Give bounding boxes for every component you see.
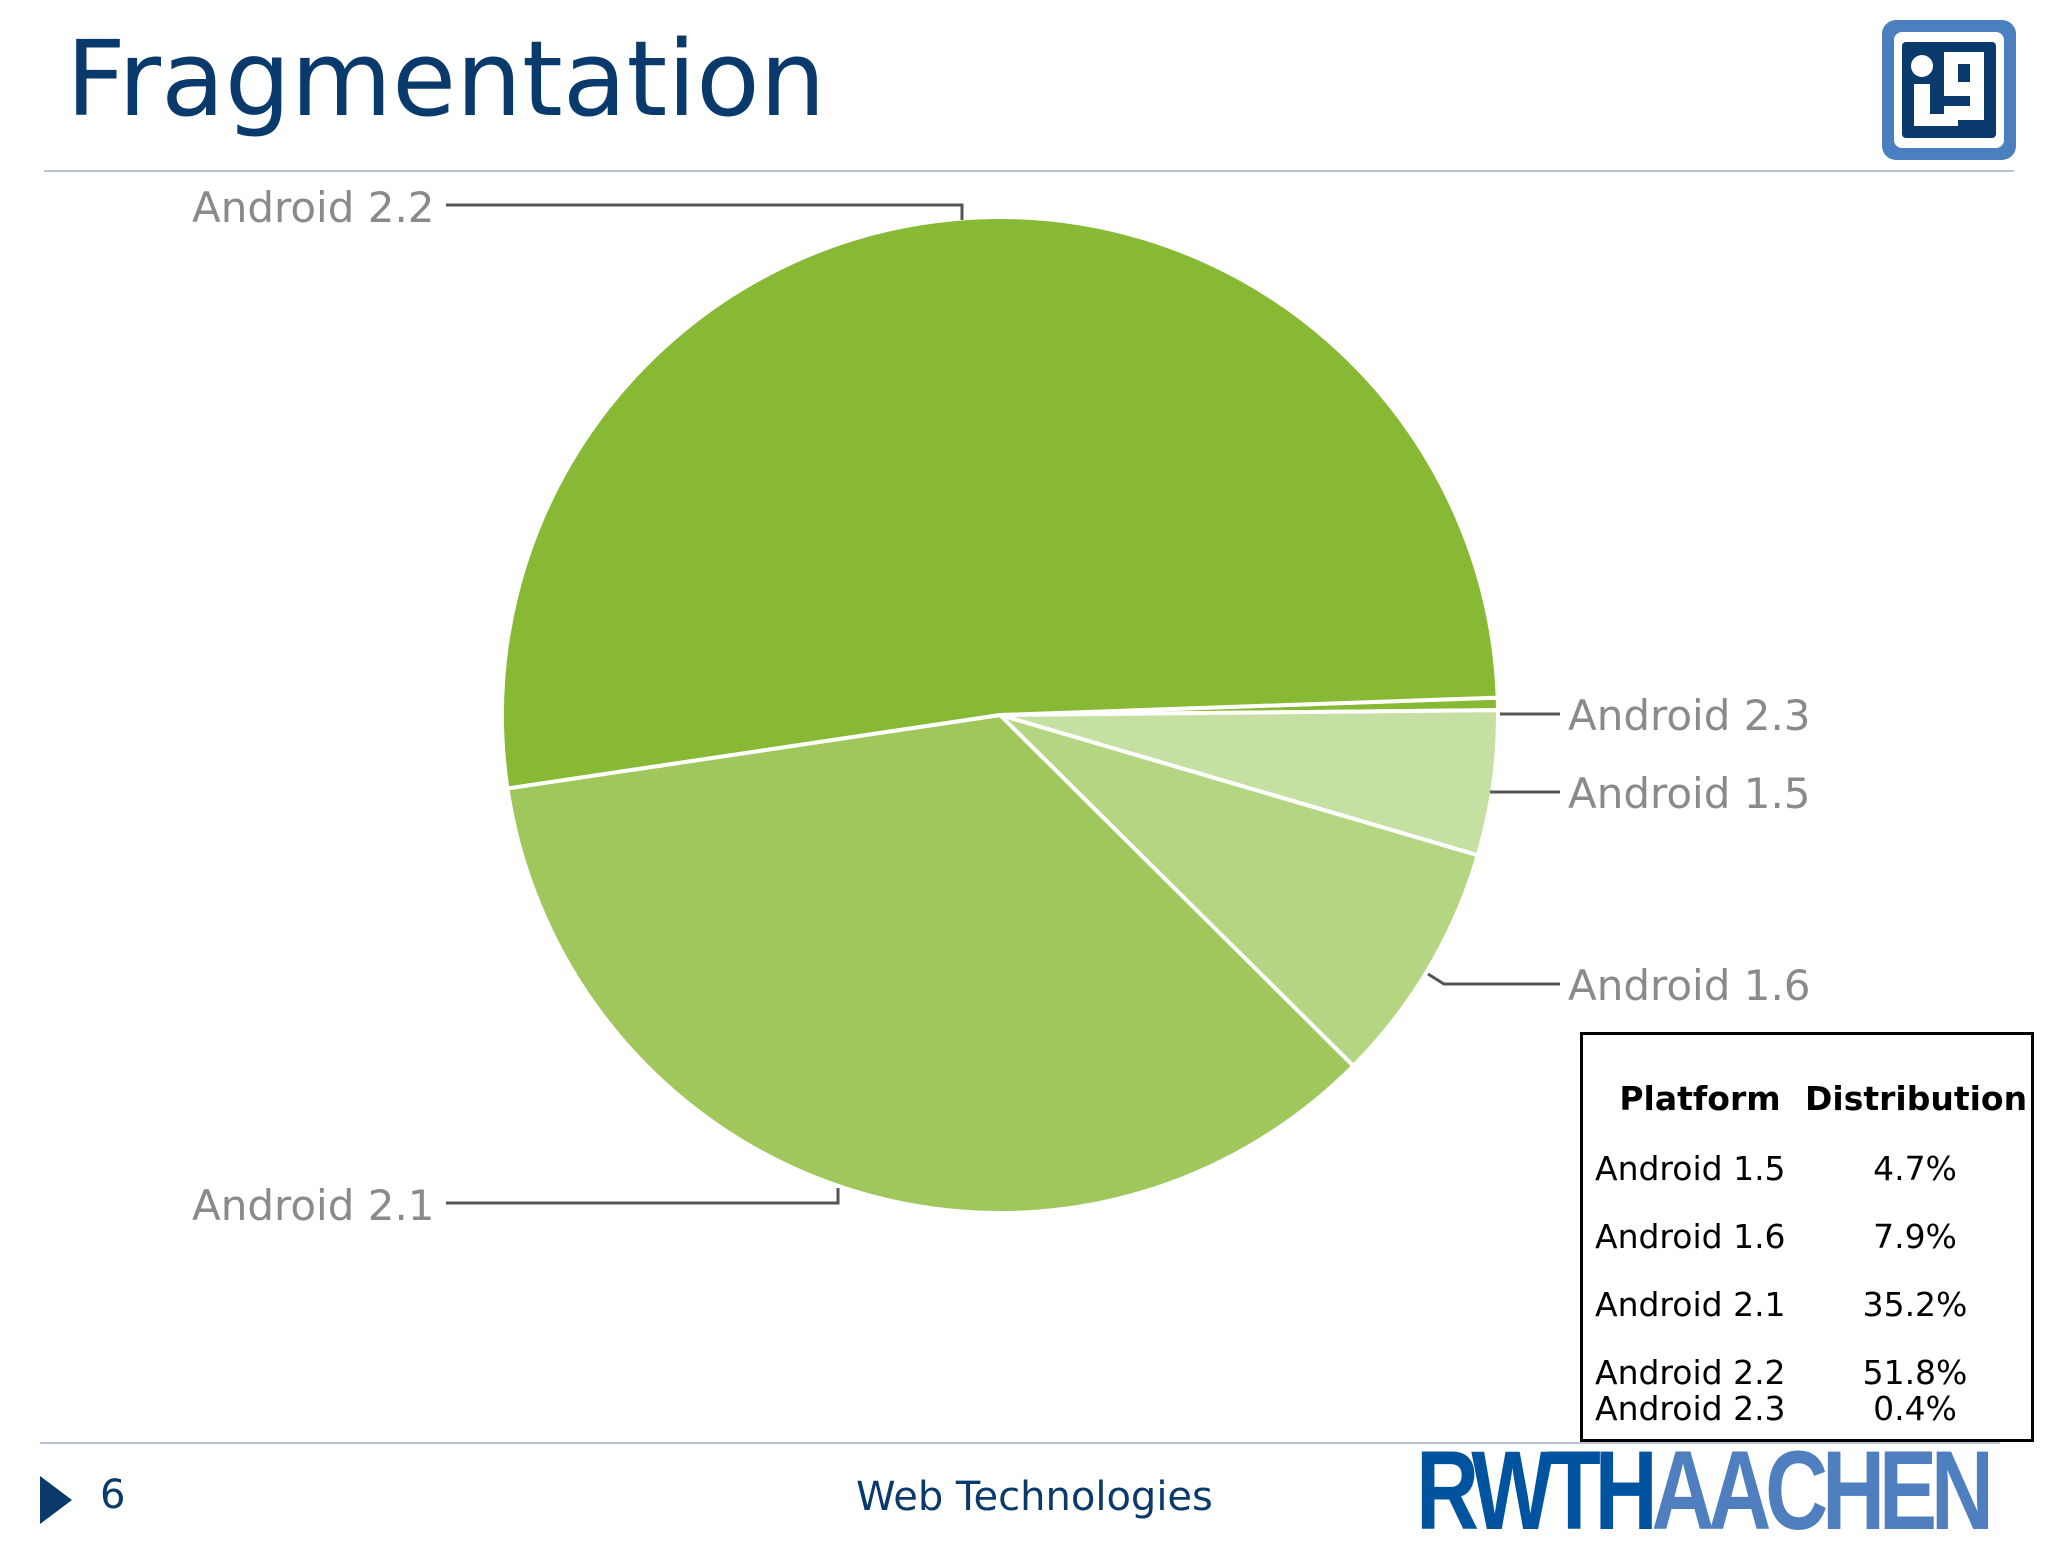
table-cell-platform: Android 1.6 — [1595, 1217, 1786, 1256]
logo-rwth-text: RWTH — [1416, 1428, 1658, 1553]
slide-title: Fragmentation — [66, 18, 826, 140]
table-row: Android 2.2 51.8% — [1583, 1339, 2031, 1407]
distribution-table: Platform Distribution Android 1.5 4.7% A… — [1580, 1032, 2034, 1442]
slice-label-android-2-2: Android 2.2 — [192, 183, 435, 232]
table-row: Android 2.1 35.2% — [1583, 1271, 2031, 1339]
slice-label-android-1-6: Android 1.6 — [1568, 961, 1811, 1010]
table-cell-distribution: 35.2% — [1862, 1285, 1968, 1324]
table-header-row: Platform Distribution — [1583, 1065, 2031, 1133]
table-header-platform: Platform — [1619, 1079, 1781, 1118]
pie-slice-android-1-6 — [998, 713, 1480, 1068]
table-cell-platform: Android 2.1 — [1595, 1285, 1786, 1324]
play-arrow-icon — [40, 1476, 72, 1524]
slice-label-android-2-3: Android 2.3 — [1568, 691, 1811, 740]
table-cell-platform: Android 2.2 — [1595, 1353, 1786, 1392]
logo-aachen-text: AACHEN — [1651, 1428, 1994, 1553]
leader-line-android-2-1 — [446, 1188, 840, 1205]
leader-line-android-2-2 — [446, 203, 964, 220]
footer-title: Web Technologies — [856, 1474, 1213, 1520]
table-cell-platform: Android 2.3 — [1595, 1389, 1786, 1428]
table-cell-platform: Android 1.5 — [1595, 1149, 1786, 1188]
table-cell-distribution: 4.7% — [1873, 1149, 1957, 1188]
table-row: Android 1.5 4.7% — [1583, 1135, 2031, 1203]
table-row: Android 2.3 0.4% — [1583, 1375, 2031, 1443]
leader-line-android-1-6 — [1427, 972, 1560, 986]
table-header-distribution: Distribution — [1805, 1079, 2028, 1118]
pie-slice-android-2-1 — [505, 713, 1356, 1215]
slice-label-android-2-1: Android 2.1 — [192, 1181, 435, 1230]
table-cell-distribution: 7.9% — [1873, 1217, 1957, 1256]
i9-logo-icon — [1882, 20, 2016, 160]
slice-label-android-1-5: Android 1.5 — [1568, 769, 1811, 818]
pie-slice-android-2-2 — [500, 215, 1500, 791]
footer-divider — [40, 1442, 2000, 1444]
table-cell-distribution: 51.8% — [1862, 1353, 1968, 1392]
table-cell-distribution: 0.4% — [1873, 1389, 1957, 1428]
page-number: 6 — [100, 1472, 126, 1518]
table-row: Android 1.6 7.9% — [1583, 1203, 2031, 1271]
title-divider — [44, 170, 2014, 172]
rwth-aachen-logo: RWTHAACHEN — [1416, 1435, 1994, 1547]
